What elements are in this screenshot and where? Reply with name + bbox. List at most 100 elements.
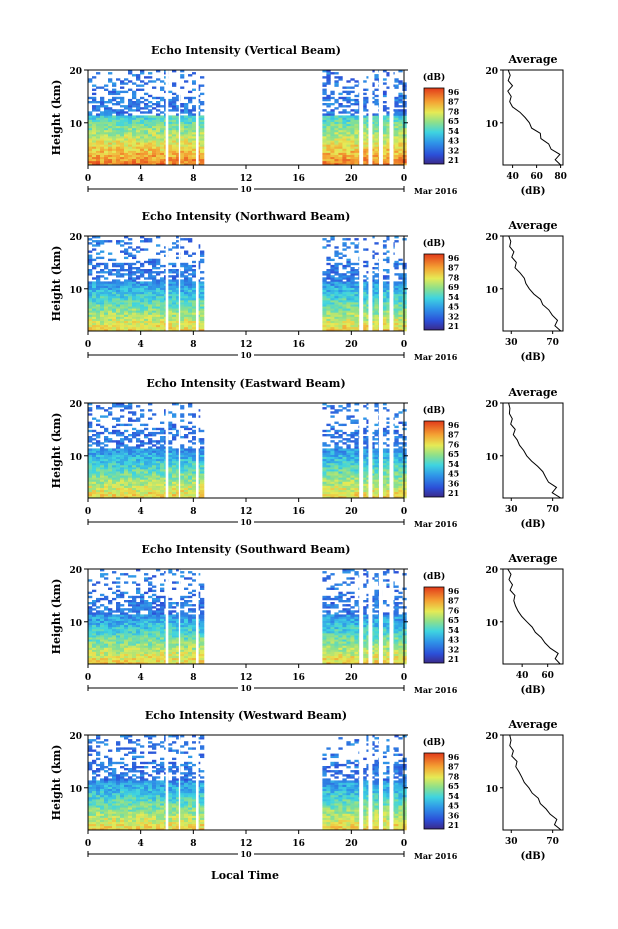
heatmap-cell [322, 158, 327, 162]
heatmap-cell [322, 134, 327, 137]
heatmap-cell [172, 115, 177, 118]
heatmap-cell [132, 285, 137, 288]
data-gap [195, 70, 199, 165]
heatmap-cell [382, 123, 387, 127]
heatmap-cell [160, 487, 165, 491]
heatmap-cell [124, 314, 129, 317]
heatmap-cell [96, 146, 101, 149]
heatmap-cell [104, 129, 109, 133]
heatmap-cell [192, 324, 197, 328]
heatmap-cell [120, 121, 125, 124]
heatmap-cell [326, 134, 331, 137]
heatmap-cell [394, 138, 399, 141]
heatmap-cell [116, 129, 121, 133]
heatmap-cell [362, 320, 367, 324]
heatmap-cell [100, 262, 105, 266]
heatmap-cell [180, 471, 185, 474]
heatmap-cell [108, 90, 113, 94]
heatmap-cell [354, 138, 359, 141]
heatmap-cell [152, 413, 157, 416]
heatmap-cell [334, 283, 339, 286]
heatmap-cell [148, 136, 153, 139]
x-axis: 0 4 8 12 16 20 0 [85, 165, 407, 184]
heatmap-cell [152, 462, 157, 466]
heatmap-cell [132, 125, 137, 129]
heatmap-cell [160, 138, 165, 141]
heatmap-cell [322, 82, 327, 85]
heatmap-cell [100, 326, 105, 330]
heatmap-cell [152, 487, 157, 491]
heatmap-cell [342, 275, 347, 278]
heatmap-cell [354, 283, 359, 286]
heatmap-cell [180, 419, 185, 422]
heatmap-cell [96, 324, 101, 328]
heatmap-cell [136, 162, 141, 166]
heatmap-cell [346, 471, 351, 474]
heatmap-cell [330, 458, 335, 462]
heatmap-cell [100, 322, 105, 326]
heatmap-cell [88, 152, 93, 155]
heatmap-cell [172, 427, 177, 431]
heatmap-cell [330, 119, 335, 122]
heatmap-cell [156, 142, 161, 145]
heatmap-cell [200, 475, 205, 478]
heatmap-cell [382, 450, 387, 453]
heatmap-cell [200, 306, 205, 309]
heatmap-cell [116, 293, 121, 297]
heatmap-cell [108, 462, 113, 466]
heatmap-cell [152, 154, 157, 158]
heatmap-cell [374, 291, 379, 295]
heatmap-cell [330, 298, 335, 301]
heatmap-cell [386, 150, 391, 153]
heatmap-cell [108, 156, 113, 160]
heatmap-cell [184, 275, 189, 278]
heatmap-cell [148, 148, 153, 151]
heatmap-cell [354, 481, 359, 484]
heatmap-cell [172, 479, 177, 482]
heatmap-cell [398, 125, 403, 129]
heatmap-cell [168, 314, 173, 317]
heatmap-cell [188, 283, 193, 286]
heatmap-cell [168, 493, 173, 497]
heatmap-cell [326, 291, 331, 295]
heatmap-cell [326, 98, 331, 102]
heatmap-cell [172, 162, 177, 166]
heatmap-cell [200, 440, 205, 443]
heatmap-cell [192, 300, 197, 303]
heatmap-cell [140, 469, 145, 472]
heatmap-cell [100, 304, 105, 307]
heatmap-cell [112, 119, 117, 122]
heatmap-cell [100, 493, 105, 497]
data-gap [178, 403, 181, 498]
heatmap-cell [136, 469, 141, 472]
heatmap-cell [188, 462, 193, 466]
average-x-tick-label: 30 [505, 338, 518, 348]
heatmap-cell [398, 105, 403, 108]
heatmap-cell [124, 444, 129, 447]
heatmap-cell [322, 475, 327, 478]
heatmap-cell [104, 291, 109, 295]
heatmap-cell [128, 318, 133, 321]
heatmap-cell [322, 109, 327, 112]
heatmap-cell [88, 320, 93, 324]
heatmap-cell [398, 132, 403, 135]
heatmap-cell [108, 109, 113, 112]
heatmap-cell [398, 150, 403, 153]
heatmap-cell [108, 132, 113, 135]
heatmap-cell [128, 136, 133, 139]
heatmap-cell [338, 140, 343, 143]
heatmap-cell [374, 448, 379, 451]
heatmap-cell [128, 115, 133, 118]
heatmap-cell [124, 150, 129, 153]
heatmap-cell [116, 240, 121, 243]
heatmap-cell [402, 324, 407, 328]
heatmap-cell [184, 458, 189, 462]
heatmap-cell [104, 300, 109, 303]
heatmap-cell [116, 493, 121, 497]
heatmap-cell [120, 308, 125, 311]
heatmap-cell [136, 84, 141, 87]
heatmap-cell [144, 423, 149, 427]
heatmap-cell [168, 160, 173, 164]
heatmap-cell [132, 82, 137, 85]
heatmap-cell [394, 471, 399, 474]
